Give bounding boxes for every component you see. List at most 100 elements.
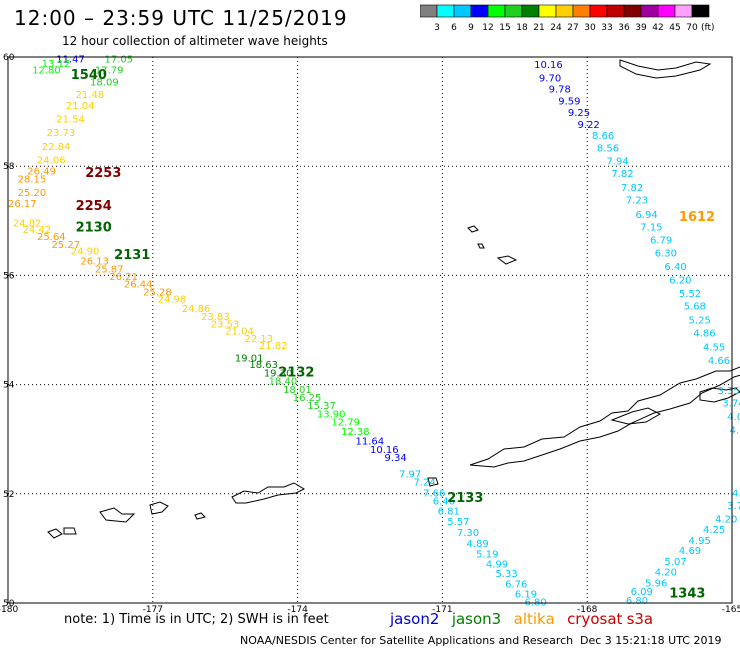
bering-island bbox=[619, 59, 712, 79]
legend-swatch bbox=[420, 4, 438, 18]
legend-label: 27 bbox=[567, 23, 578, 33]
wave-height-value: 26.17 bbox=[8, 199, 37, 210]
wave-height-value: 7.23 bbox=[626, 195, 648, 206]
wave-height-value: 24.98 bbox=[158, 295, 187, 306]
aleutian-island bbox=[427, 477, 439, 487]
legend-swatch bbox=[623, 4, 642, 18]
map-grid bbox=[8, 57, 732, 603]
time-label: 1540 bbox=[71, 68, 107, 83]
legend-label: 6 bbox=[451, 23, 457, 33]
legend-label: 33 bbox=[601, 23, 612, 33]
wave-height-value: 3.74 bbox=[722, 398, 740, 409]
time-label: 2132 bbox=[278, 365, 314, 380]
wave-height-value: 6.30 bbox=[655, 248, 677, 259]
wave-height-value: 17.05 bbox=[105, 54, 134, 65]
legend-swatch bbox=[640, 4, 659, 18]
wave-height-value: 4.1 bbox=[732, 489, 740, 500]
wave-height-value: 24.90 bbox=[71, 247, 100, 258]
wave-height-value: 16.25 bbox=[293, 393, 322, 404]
wave-height-value: 18.01 bbox=[283, 385, 312, 396]
wave-height-value: 24.86 bbox=[182, 304, 211, 315]
lon-tick-label: -174 bbox=[287, 605, 308, 615]
wave-height-value: 6.20 bbox=[669, 276, 691, 287]
aleutian-island bbox=[469, 366, 740, 468]
wave-height-value: 15.37 bbox=[307, 401, 336, 412]
wave-height-value: 9.22 bbox=[578, 120, 600, 131]
wave-height-value: 13.90 bbox=[317, 409, 346, 420]
wave-height-value: 25.20 bbox=[18, 188, 47, 199]
wave-height-value: 4.89 bbox=[467, 539, 489, 550]
legend-swatch bbox=[555, 4, 574, 18]
legend-label: 39 bbox=[635, 23, 647, 33]
wave-height-value: 5.33 bbox=[495, 569, 517, 580]
legend-swatch bbox=[572, 4, 591, 18]
wave-height-value: 25.27 bbox=[51, 240, 80, 251]
wave-height-value: 7.82 bbox=[611, 169, 633, 180]
legend-swatch bbox=[674, 4, 693, 18]
wave-height-value: 10.16 bbox=[370, 445, 399, 456]
axis-labels: 60 58 56 54 52 50-180 -177 -174 -171 -168 -165 bbox=[0, 53, 740, 615]
wave-height-value: 4.66 bbox=[708, 356, 730, 367]
wave-height-value: 23.83 bbox=[201, 312, 230, 323]
wave-height-value: 5.52 bbox=[679, 289, 701, 300]
wave-height-value: 10.16 bbox=[534, 60, 563, 71]
wave-height-value: 18.40 bbox=[269, 377, 298, 388]
wave-height-value: 26.13 bbox=[80, 256, 109, 267]
wave-height-value: 7.24 bbox=[413, 478, 435, 489]
wave-height-value: 19.30 bbox=[264, 368, 293, 379]
lon-tick-label: -171 bbox=[432, 605, 452, 615]
aleutian-island bbox=[63, 527, 77, 535]
wave-height-value: 13.12 bbox=[42, 59, 71, 70]
legend-label: 30 bbox=[584, 23, 596, 33]
wave-height-value: 11.64 bbox=[356, 437, 385, 448]
coastline-layer bbox=[47, 59, 740, 539]
wave-height-value: 24.06 bbox=[37, 155, 66, 166]
wave-height-value: 4.1 bbox=[730, 426, 740, 437]
wave-height-value: 8.66 bbox=[592, 131, 614, 142]
wave-height-value: 21.54 bbox=[56, 115, 85, 126]
lon-tick-label: -165 bbox=[722, 605, 740, 615]
sat-jason2: jason2 bbox=[390, 610, 440, 628]
wave-height-value: 4.25 bbox=[703, 525, 725, 536]
lat-tick-label: 56 bbox=[3, 271, 15, 281]
wave-height-value: 6.80 bbox=[626, 596, 648, 607]
legend-label: 15 bbox=[499, 23, 510, 33]
legend-swatch bbox=[436, 4, 455, 18]
wave-height-value: 5.68 bbox=[684, 301, 706, 312]
wave-height-value: 6.19 bbox=[515, 590, 537, 601]
footer-credit: NOAA/NESDIS Center for Satellite Applica… bbox=[240, 634, 574, 647]
bering-island bbox=[467, 225, 479, 233]
legend-swatch bbox=[538, 4, 557, 18]
wave-height-value: 5.57 bbox=[447, 517, 469, 528]
wave-height-value: 3.35 bbox=[718, 386, 740, 397]
legend-label: 24 bbox=[550, 23, 562, 33]
wave-height-value: 21.04 bbox=[66, 101, 95, 112]
wave-height-value: 21.48 bbox=[76, 90, 105, 101]
aleutian-island bbox=[149, 501, 169, 515]
wave-height-value: 9.25 bbox=[568, 108, 590, 119]
wave-height-value: 7.82 bbox=[621, 183, 643, 194]
wave-height-value: 21.04 bbox=[225, 326, 254, 337]
wave-height-value: 7.66 bbox=[423, 489, 445, 500]
wave-height-value: 24.82 bbox=[13, 218, 42, 229]
wave-height-value: 17.79 bbox=[95, 65, 124, 76]
legend-unit: (ft) bbox=[701, 23, 715, 33]
wave-height-value: 4.20 bbox=[715, 515, 737, 526]
legend-label: 21 bbox=[533, 23, 544, 33]
wave-height-value: 22.13 bbox=[245, 334, 274, 345]
time-label: 2130 bbox=[76, 221, 112, 236]
legend-swatch bbox=[691, 4, 710, 18]
wave-height-value: 6.76 bbox=[505, 580, 527, 591]
wave-height-value: 18.63 bbox=[249, 360, 278, 371]
wave-height-value: 7.97 bbox=[399, 469, 421, 480]
wave-height-value: 4.95 bbox=[689, 536, 711, 547]
aleutian-island bbox=[699, 387, 740, 403]
lat-tick-label: 50 bbox=[3, 599, 15, 609]
aleutian-island bbox=[47, 528, 63, 539]
wave-height-value: 5.07 bbox=[664, 557, 686, 568]
legend-label: 36 bbox=[618, 23, 630, 33]
wave-height-value: 4.99 bbox=[486, 560, 508, 571]
wave-height-value: 11.47 bbox=[56, 54, 85, 65]
aleutian-island bbox=[194, 512, 206, 520]
